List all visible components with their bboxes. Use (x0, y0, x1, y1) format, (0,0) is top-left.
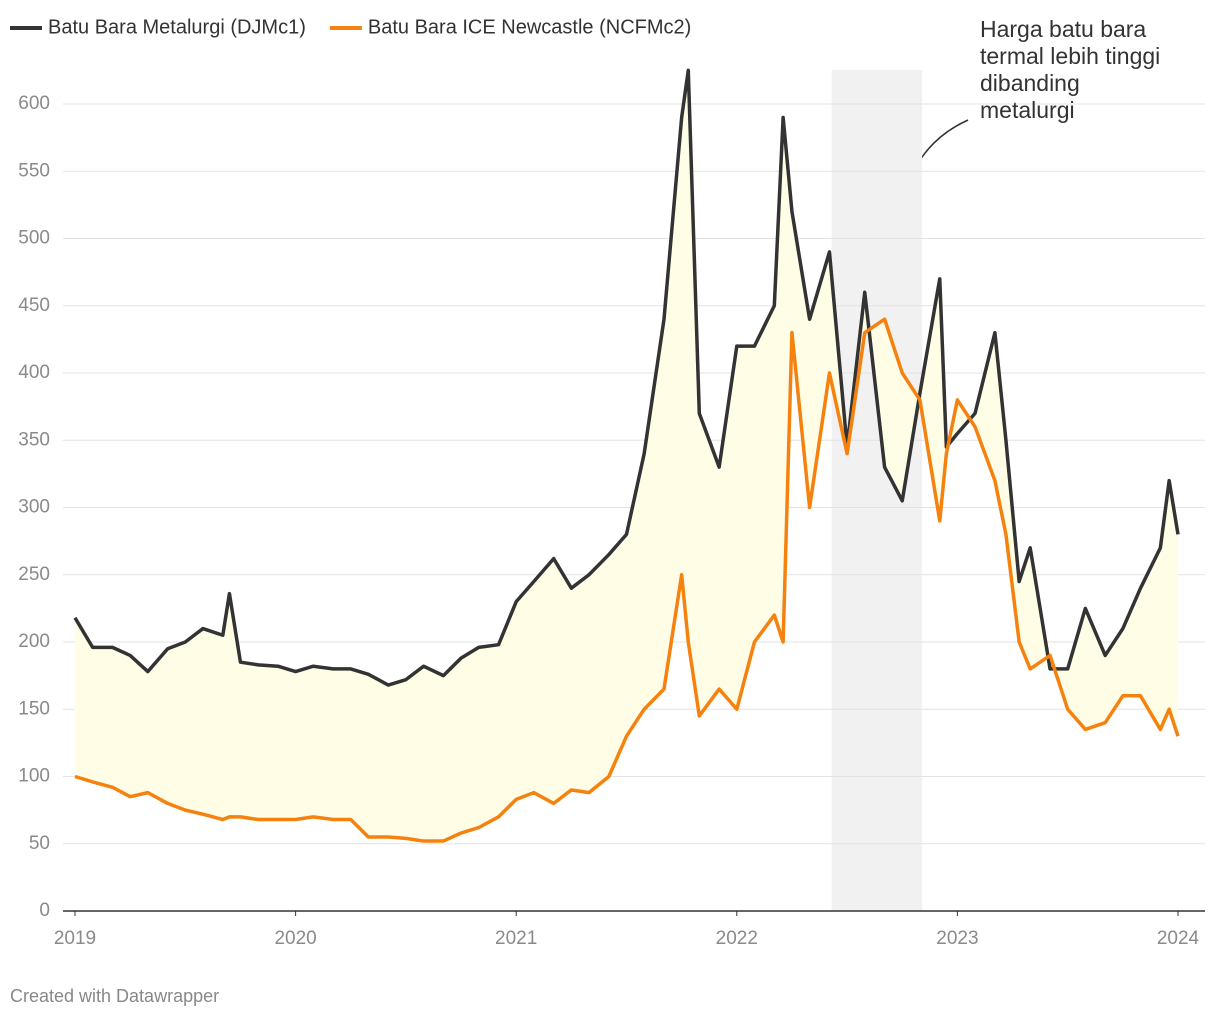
series-line (73, 68, 1180, 687)
y-tick-label: 400 (18, 362, 50, 383)
annotation: termal lebih tinggi (980, 43, 1160, 69)
y-tick-label: 150 (18, 698, 50, 719)
legend-label: Batu Bara Metalurgi (DJMc1) (48, 16, 306, 38)
y-tick-label: 500 (18, 228, 50, 249)
series-line (74, 317, 1180, 843)
credit: Created with Datawrapper (10, 986, 219, 1006)
legend-label: Batu Bara ICE Newcastle (NCFMc2) (368, 16, 691, 38)
x-tick-label: 2023 (936, 928, 978, 949)
x-tick-label: 2019 (54, 928, 96, 949)
lines (73, 68, 1180, 843)
y-tick-label: 450 (18, 295, 50, 316)
annotation: dibanding (980, 70, 1080, 96)
annotation: Harga batu bara (980, 16, 1146, 42)
y-tick-label: 550 (18, 160, 50, 181)
labels: 0 50 100 150 200 250 300 350 400 450 500 550 600 2019… (10, 16, 1200, 949)
background (831, 70, 923, 911)
y-tick-label: 250 (18, 564, 50, 585)
y-tick-label: 350 (18, 429, 50, 450)
y-tick-label: 0 (39, 900, 50, 921)
annotation: metalurgi (980, 97, 1075, 123)
x-tick-label: 2022 (716, 928, 758, 949)
y-tick-label: 200 (18, 631, 50, 652)
x-tick-label: 2020 (274, 928, 316, 949)
difference-area (75, 70, 1178, 842)
fill (75, 70, 1178, 842)
highlight-band (831, 70, 923, 911)
y-tick-label: 50 (29, 833, 50, 854)
x-tick-label: 2021 (495, 928, 537, 949)
x-tick-label: 2024 (1157, 928, 1200, 949)
y-tick-label: 300 (18, 497, 50, 518)
y-tick-label: 600 (18, 93, 50, 114)
y-tick-label: 100 (18, 766, 50, 787)
